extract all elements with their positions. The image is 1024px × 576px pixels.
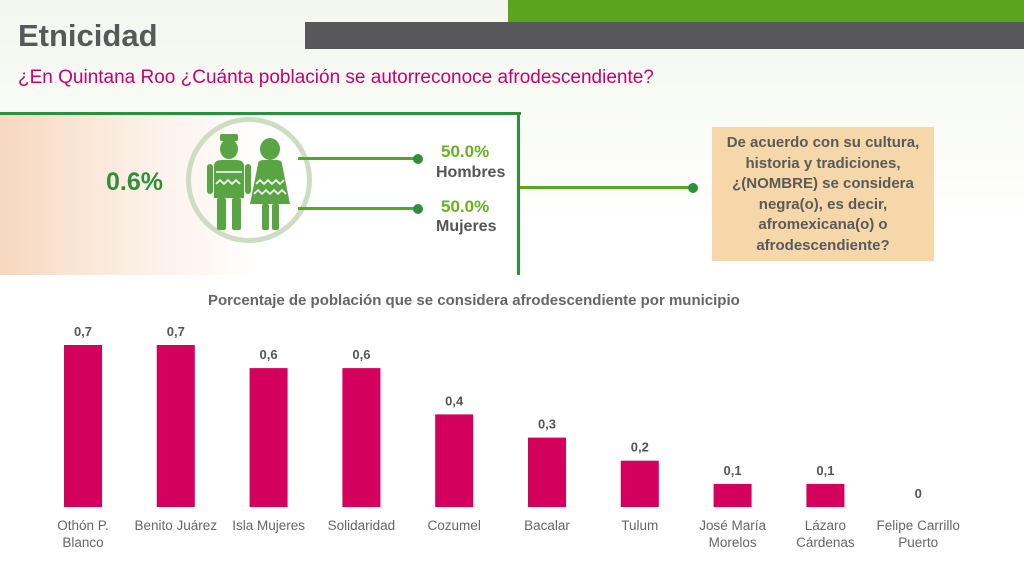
- women-label: Mujeres: [436, 218, 497, 235]
- data-label-1: 0,7: [167, 324, 185, 339]
- data-label-7: 0,1: [724, 463, 742, 478]
- panel-right-divider: [517, 112, 520, 275]
- bar-4: [435, 414, 474, 507]
- bar-8: [806, 483, 845, 507]
- bar-7: [713, 483, 752, 507]
- header-gray-bar: [305, 22, 1024, 49]
- survey-question-box: De acuerdo con su cultura, historia y tr…: [712, 127, 934, 261]
- category-label-4: Cozumel: [428, 518, 481, 533]
- data-label-0: 0,7: [74, 324, 92, 339]
- data-label-6: 0,2: [631, 440, 649, 455]
- category-label-6: Tulum: [621, 518, 658, 533]
- category-label-2: Isla Mujeres: [232, 518, 305, 533]
- data-label-8: 0,1: [816, 463, 834, 478]
- data-label-4: 0,4: [445, 393, 464, 408]
- question-connector-dot: [688, 183, 698, 193]
- bar-5: [528, 437, 566, 507]
- data-label-5: 0,3: [538, 417, 556, 432]
- header-green-bar: [508, 0, 1024, 22]
- men-label: Hombres: [436, 164, 506, 181]
- category-label-5: Bacalar: [524, 518, 570, 533]
- page-subtitle: ¿En Quintana Roo ¿Cuánta población se au…: [18, 67, 654, 88]
- category-label-3: Solidaridad: [328, 518, 396, 533]
- men-connector-dot: [413, 154, 423, 164]
- page-title: Etnicidad: [18, 18, 158, 53]
- chart-title: Porcentaje de población que se considera…: [208, 292, 740, 309]
- category-label-8: Lázaro Cárdenas: [796, 518, 855, 550]
- bar-6: [620, 460, 659, 507]
- category-label-7: José María Morelos: [699, 518, 766, 550]
- women-connector-dot: [413, 204, 423, 214]
- women-percentage: 50.0%: [441, 197, 490, 216]
- panel-top-divider: [0, 112, 521, 115]
- data-label-3: 0,6: [352, 347, 370, 362]
- women-connector: [298, 207, 416, 210]
- bar-0: [64, 345, 102, 507]
- data-label-2: 0,6: [260, 347, 278, 362]
- question-connector: [520, 186, 692, 189]
- total-percentage: 0.6%: [106, 168, 163, 196]
- data-label-9: 0: [915, 486, 922, 501]
- men-percentage: 50.0%: [441, 142, 490, 161]
- man-woman-icon: [207, 134, 290, 230]
- bar-3: [342, 368, 381, 507]
- category-label-1: Benito Juárez: [135, 518, 218, 533]
- bar-1: [156, 345, 195, 507]
- men-connector: [298, 157, 416, 160]
- category-label-9: Felipe Carrillo Puerto: [877, 518, 960, 550]
- category-label-0: Othón P. Blanco: [57, 518, 109, 550]
- people-circle: [186, 117, 312, 243]
- bar-2: [249, 368, 288, 507]
